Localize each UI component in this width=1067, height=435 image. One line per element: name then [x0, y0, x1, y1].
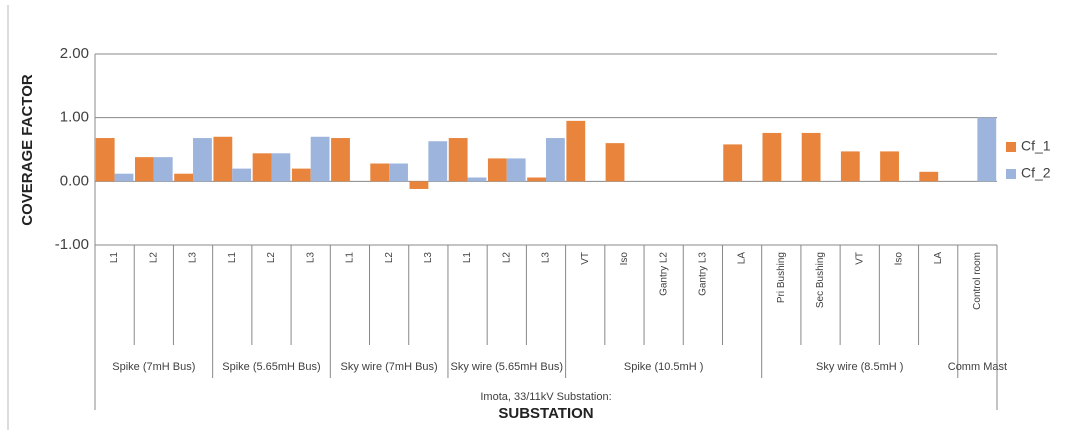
group-label: Spike (7mH Bus) — [112, 361, 195, 373]
x-tick-label: L3 — [305, 252, 316, 264]
group-label: Comm Mast — [948, 361, 1007, 373]
bar — [95, 138, 115, 182]
bar — [506, 158, 526, 182]
x-tick-label: L3 — [541, 252, 552, 264]
bar — [605, 143, 625, 182]
x-tick-label: Gantry L3 — [698, 252, 709, 296]
y-axis-title: COVERAGE FACTOR — [19, 74, 36, 226]
x-tick-label: L1 — [345, 252, 356, 264]
bar — [448, 138, 468, 182]
group-label: Sky wire (8.5mH ) — [816, 361, 903, 373]
bar — [213, 136, 233, 182]
x-tick-label: LA — [737, 252, 748, 265]
group-label: Sky wire (7mH Bus) — [341, 361, 438, 373]
bar — [174, 173, 194, 182]
bar — [114, 173, 134, 182]
bar — [153, 157, 173, 182]
x-tick-label: Pri Bushing — [776, 252, 787, 303]
x-tick-label: VT — [854, 252, 865, 265]
x-tick-label: Iso — [619, 252, 630, 266]
group-label: Spike (10.5mH ) — [624, 361, 703, 373]
bar — [310, 136, 330, 182]
x-tick-label: LA — [933, 252, 944, 265]
bar — [291, 168, 311, 182]
supergroup-label: Imota, 33/11kV Substation: — [480, 391, 611, 403]
x-tick-label: L3 — [188, 252, 199, 264]
bar — [977, 117, 997, 182]
y-tick-label: 0.00 — [60, 172, 89, 189]
x-tick-label: VT — [580, 252, 591, 265]
bar — [428, 141, 448, 182]
bar — [370, 163, 390, 182]
x-axis-title: SUBSTATION — [498, 405, 593, 422]
bar — [527, 177, 546, 182]
bar — [801, 132, 821, 182]
bar — [135, 157, 154, 182]
bar — [331, 138, 350, 182]
bar — [880, 151, 899, 182]
bar — [193, 138, 212, 182]
bar — [487, 158, 507, 182]
x-tick-label: L3 — [423, 252, 434, 264]
bar — [919, 171, 939, 182]
bar — [546, 138, 565, 182]
y-tick-label: -1.00 — [55, 236, 89, 253]
x-tick-label: L1 — [109, 252, 120, 264]
bar — [252, 153, 272, 182]
legend-label: Cf_1 — [1021, 138, 1051, 154]
bar — [409, 181, 429, 189]
group-label: Sky wire (5.65mH Bus) — [451, 361, 563, 373]
x-tick-label: L2 — [148, 252, 159, 264]
x-tick-label: Iso — [894, 252, 905, 266]
bar — [271, 153, 291, 182]
bar — [840, 151, 860, 182]
bar — [467, 177, 487, 182]
x-tick-label: L2 — [266, 252, 277, 264]
x-tick-label: Sec Bushing — [815, 252, 826, 308]
y-tick-label: 1.00 — [60, 109, 89, 126]
legend-label: Cf_2 — [1021, 165, 1051, 181]
x-tick-label: L1 — [462, 252, 473, 264]
x-tick-label: L2 — [501, 252, 512, 264]
legend-swatch — [1006, 169, 1016, 179]
legend-swatch — [1006, 142, 1016, 152]
bar — [566, 120, 586, 182]
bar — [723, 144, 743, 182]
x-tick-label: L2 — [384, 252, 395, 264]
bar — [762, 132, 782, 182]
group-label: Spike (5.65mH Bus) — [222, 361, 320, 373]
bar — [232, 168, 252, 182]
x-tick-label: Gantry L2 — [658, 252, 669, 296]
x-tick-label: Control room — [972, 252, 983, 310]
x-tick-label: L1 — [227, 252, 238, 264]
y-tick-label: 2.00 — [60, 45, 89, 62]
bar — [389, 163, 408, 182]
